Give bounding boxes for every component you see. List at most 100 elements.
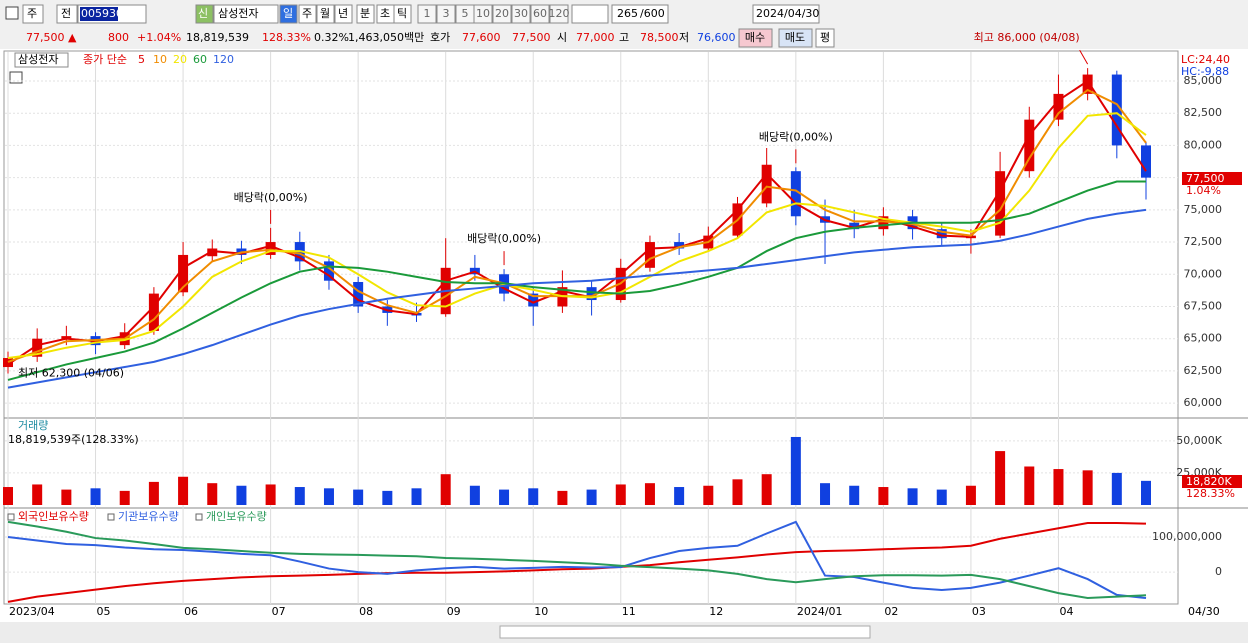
volume-bar bbox=[382, 490, 393, 505]
interval-button[interactable] bbox=[473, 4, 493, 24]
max-count: /600 bbox=[640, 7, 665, 20]
dropdown[interactable] bbox=[571, 4, 609, 24]
candle-body bbox=[849, 222, 860, 230]
legend-entry: 개인보유수량 bbox=[206, 510, 267, 523]
volume-bar bbox=[119, 490, 130, 505]
interval-label[interactable]: 120 bbox=[549, 7, 570, 20]
period-label[interactable]: 년 bbox=[338, 7, 348, 20]
interval-button[interactable] bbox=[511, 4, 531, 24]
buy-button[interactable] bbox=[738, 28, 773, 48]
interval-button[interactable] bbox=[417, 4, 437, 24]
volume-bar bbox=[1111, 472, 1122, 505]
period-button[interactable] bbox=[334, 4, 353, 24]
x-tick-label: 06 bbox=[184, 605, 198, 618]
volume-bar bbox=[936, 489, 947, 505]
interval-label[interactable]: 3 bbox=[443, 7, 450, 20]
volume-bar bbox=[499, 489, 510, 505]
period-button[interactable] bbox=[393, 4, 412, 24]
sell-button[interactable] bbox=[778, 28, 813, 48]
interval-label[interactable]: 30 bbox=[514, 7, 528, 20]
button[interactable] bbox=[56, 4, 78, 24]
period-label[interactable]: 틱 bbox=[397, 7, 407, 20]
buy-label[interactable]: 매수 bbox=[745, 31, 765, 44]
volume-bar bbox=[411, 488, 422, 505]
quote-open-label: 시 bbox=[557, 31, 567, 44]
quote-volume: 18,819,539 bbox=[186, 31, 249, 44]
quote-amount: 1,463,050백만 bbox=[348, 31, 424, 44]
menu-icon[interactable] bbox=[5, 6, 19, 20]
volume-bar bbox=[469, 485, 480, 505]
quote-ask-label: 호가 bbox=[430, 31, 450, 44]
eval-label[interactable]: 평 bbox=[820, 31, 830, 44]
legend-entry: 10 bbox=[153, 53, 167, 66]
dropdown[interactable] bbox=[22, 4, 44, 24]
badge[interactable] bbox=[195, 4, 214, 24]
volume-bar bbox=[90, 488, 101, 505]
period-label[interactable]: 주 bbox=[302, 7, 312, 20]
interval-button[interactable] bbox=[549, 4, 569, 24]
period-select[interactable]: 주 bbox=[27, 7, 37, 20]
legend-entry: 60 bbox=[193, 53, 207, 66]
candle-body bbox=[1053, 93, 1064, 120]
prev-button[interactable]: 전 bbox=[61, 7, 71, 20]
quote-change-pct: +1.04% bbox=[137, 31, 181, 44]
volume-bar bbox=[995, 451, 1006, 505]
date-box[interactable] bbox=[752, 4, 820, 24]
interval-label[interactable]: 5 bbox=[462, 7, 469, 20]
volume-bar bbox=[790, 436, 801, 505]
volume-bar bbox=[1024, 466, 1035, 505]
last-volume: 18,820K bbox=[1186, 475, 1232, 488]
candle-body bbox=[3, 358, 13, 368]
candle-body bbox=[878, 216, 889, 230]
interval-label[interactable]: 1 bbox=[424, 7, 431, 20]
annotation: 배당락(0,00%) bbox=[759, 130, 833, 143]
date[interactable]: 2024/04/30 bbox=[756, 7, 819, 20]
y-tick-label: 85,000 bbox=[1184, 74, 1223, 87]
legend-entry: 기관보유수량 bbox=[118, 510, 179, 523]
candle-body bbox=[178, 254, 189, 293]
volume-bar bbox=[3, 487, 13, 505]
period-label[interactable]: 일 bbox=[283, 6, 293, 20]
interval-button[interactable] bbox=[492, 4, 512, 24]
interval-label[interactable]: 10 bbox=[476, 7, 490, 20]
quote-high-label: 고 bbox=[619, 31, 629, 44]
volume-bar bbox=[528, 488, 539, 505]
period-button[interactable] bbox=[279, 4, 298, 24]
volume-bar bbox=[61, 489, 72, 505]
period-button[interactable] bbox=[298, 4, 317, 24]
stock-code[interactable]: 005930 bbox=[81, 7, 123, 20]
period-button[interactable] bbox=[356, 4, 375, 24]
candle-body bbox=[265, 242, 276, 255]
period-button[interactable] bbox=[316, 4, 335, 24]
x-tick-label: 05 bbox=[97, 605, 111, 618]
interval-button[interactable] bbox=[436, 4, 456, 24]
volume-bar bbox=[820, 483, 831, 505]
interval-button[interactable] bbox=[530, 4, 550, 24]
volume-bar bbox=[644, 483, 655, 505]
period-label[interactable]: 분 bbox=[360, 7, 370, 20]
y-tick-label: 75,000 bbox=[1184, 203, 1223, 216]
quote-low: 76,600 bbox=[697, 31, 736, 44]
quote-bid: 77,500 bbox=[512, 31, 551, 44]
scroll-track[interactable] bbox=[499, 625, 871, 639]
y-tick-label: 70,000 bbox=[1184, 267, 1223, 280]
eval-button[interactable] bbox=[815, 28, 835, 48]
legend-entry: 외국인보유수량 bbox=[18, 510, 89, 523]
sell-label[interactable]: 매도 bbox=[785, 31, 805, 44]
legend-entry: 5 bbox=[138, 53, 145, 66]
y-tick-label: 62,500 bbox=[1184, 364, 1223, 377]
last-volume-box bbox=[1182, 475, 1242, 488]
volume-bar bbox=[557, 490, 568, 505]
period-label[interactable]: 초 bbox=[380, 7, 390, 20]
legend-swatch bbox=[107, 513, 115, 521]
interval-label[interactable]: 20 bbox=[495, 7, 509, 20]
x-last-label: 04/30 bbox=[1188, 605, 1220, 618]
legend-name-box bbox=[14, 52, 69, 68]
y-tick-label: 60,000 bbox=[1184, 396, 1223, 409]
interval-label[interactable]: 60 bbox=[533, 7, 547, 20]
name-box bbox=[213, 4, 279, 24]
table-icon[interactable] bbox=[9, 71, 23, 84]
credit-badge[interactable]: 신 bbox=[198, 7, 208, 20]
period-label[interactable]: 월 bbox=[320, 7, 330, 20]
